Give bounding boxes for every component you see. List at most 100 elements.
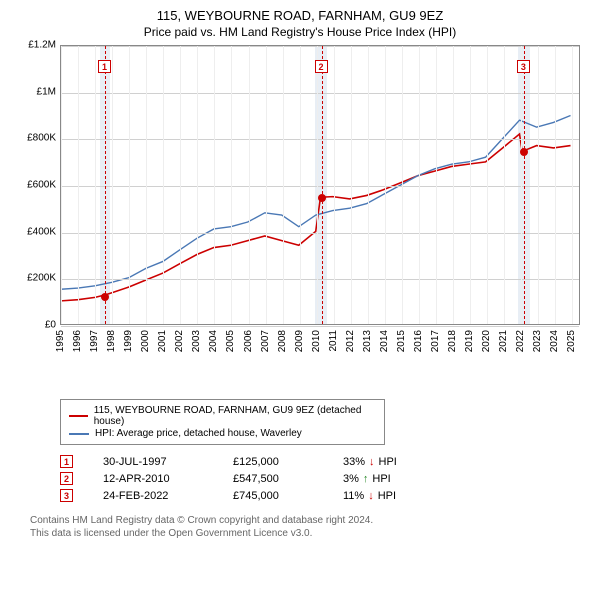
event-marker-box: 3 [517,60,530,73]
x-axis-label: 2003 [191,330,202,352]
gridline-v [112,46,113,324]
event-marker-box: 2 [315,60,328,73]
legend-label: 115, WEYBOURNE ROAD, FARNHAM, GU9 9EZ (d… [94,405,376,427]
x-axis-label: 2002 [174,330,185,352]
legend-item: 115, WEYBOURNE ROAD, FARNHAM, GU9 9EZ (d… [69,405,376,427]
y-axis-label: £1M [20,86,56,97]
gridline-v [231,46,232,324]
gridline-v [129,46,130,324]
transaction-row: 212-APR-2010£547,5003%↑HPI [60,472,588,485]
transaction-delta-pct: 33% [343,456,365,468]
legend-label: HPI: Average price, detached house, Wave… [95,428,302,439]
event-marker-line [105,46,106,324]
legend-swatch [69,415,88,417]
arrow-down-icon: ↓ [368,490,374,502]
x-axis-label: 2007 [260,330,271,352]
gridline-v [470,46,471,324]
gridline-v [146,46,147,324]
x-axis-label: 2008 [277,330,288,352]
x-axis-label: 2016 [413,330,424,352]
event-marker-line [322,46,323,324]
gridline-v [385,46,386,324]
legend-swatch [69,433,89,435]
gridline-v [300,46,301,324]
x-axis-label: 2012 [345,330,356,352]
gridline-v [163,46,164,324]
gridline-v [555,46,556,324]
gridline-v [504,46,505,324]
x-axis-label: 2025 [566,330,577,352]
x-axis-label: 1996 [72,330,83,352]
chart-title: 115, WEYBOURNE ROAD, FARNHAM, GU9 9EZ [12,8,588,23]
x-axis-label: 2013 [362,330,373,352]
transaction-date: 12-APR-2010 [103,473,233,485]
gridline-h [61,279,579,280]
gridline-v [214,46,215,324]
transaction-date: 30-JUL-1997 [103,456,233,468]
event-marker-dot [318,194,326,202]
gridline-v [317,46,318,324]
transaction-delta-pct: 3% [343,473,359,485]
footer-line-1: Contains HM Land Registry data © Crown c… [30,514,588,527]
gridline-v [351,46,352,324]
x-axis-label: 2000 [140,330,151,352]
y-axis-label: £600K [20,180,56,191]
gridline-v [95,46,96,324]
gridline-v [487,46,488,324]
transaction-price: £745,000 [233,490,343,502]
transaction-delta: 11% ↓ HPI [343,490,463,502]
transaction-price: £547,500 [233,473,343,485]
gridline-v [402,46,403,324]
gridline-v [368,46,369,324]
transaction-delta-suffix: HPI [378,490,396,502]
event-marker-dot [101,293,109,301]
y-axis-label: £0 [20,320,56,331]
y-axis-label: £400K [20,226,56,237]
gridline-v [521,46,522,324]
gridline-v [436,46,437,324]
y-axis-label: £1.2M [20,40,56,51]
gridline-v [197,46,198,324]
footer-attribution: Contains HM Land Registry data © Crown c… [30,514,588,540]
x-axis-label: 2009 [294,330,305,352]
legend-item: HPI: Average price, detached house, Wave… [69,428,376,439]
transaction-date: 24-FEB-2022 [103,490,233,502]
x-axis-label: 1997 [89,330,100,352]
transaction-delta: 33% ↓ HPI [343,456,463,468]
arrow-down-icon: ↓ [369,456,375,468]
x-axis-label: 2010 [311,330,322,352]
x-axis-label: 1998 [106,330,117,352]
gridline-v [283,46,284,324]
arrow-up-icon: ↑ [363,473,369,485]
gridline-v [419,46,420,324]
gridline-v [572,46,573,324]
event-marker-line [524,46,525,324]
gridline-h [61,326,579,327]
x-axis-label: 2017 [430,330,441,352]
gridline-v [78,46,79,324]
transaction-marker-box: 2 [60,472,73,485]
x-axis-label: 2019 [464,330,475,352]
transaction-price: £125,000 [233,456,343,468]
transaction-row: 130-JUL-1997£125,00033%↓HPI [60,455,588,468]
transaction-delta: 3%↑HPI [343,473,463,485]
event-marker-dot [520,148,528,156]
x-axis-label: 2014 [379,330,390,352]
gridline-v [180,46,181,324]
transaction-delta-pct: 11% [343,490,364,502]
gridline-v [266,46,267,324]
transaction-row: 324-FEB-2022£745,00011%↓HPI [60,489,588,502]
gridline-h [61,93,579,94]
transaction-delta-suffix: HPI [379,456,397,468]
chart-container: 115, WEYBOURNE ROAD, FARNHAM, GU9 9EZ Pr… [0,0,600,590]
gridline-v [453,46,454,324]
x-axis-label: 2001 [157,330,168,352]
gridline-v [61,46,62,324]
gridline-v [249,46,250,324]
x-axis-label: 2020 [481,330,492,352]
gridline-h [61,233,579,234]
gridline-h [61,139,579,140]
x-axis-label: 2018 [447,330,458,352]
gridline-h [61,46,579,47]
x-axis-label: 2015 [396,330,407,352]
